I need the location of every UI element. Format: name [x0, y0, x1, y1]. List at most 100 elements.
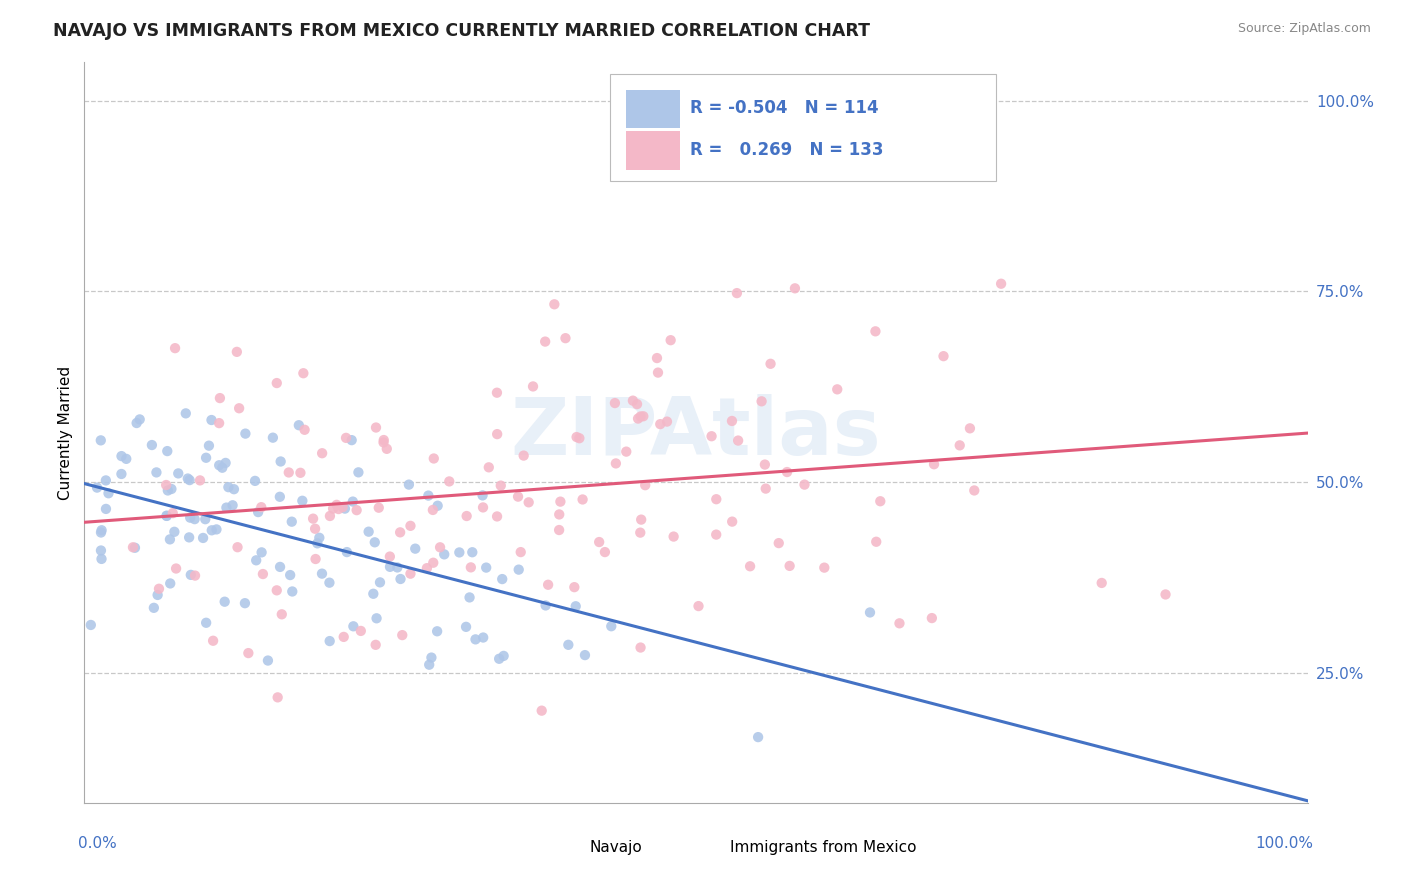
- Point: [389, 525, 412, 540]
- Point: [167, 467, 190, 481]
- Point: [568, 431, 591, 445]
- Point: [626, 397, 648, 411]
- Point: [605, 457, 627, 471]
- Point: [543, 297, 565, 311]
- Point: [159, 576, 181, 591]
- Point: [250, 545, 273, 559]
- Point: [472, 631, 495, 645]
- Point: [235, 426, 257, 441]
- Point: [793, 477, 815, 491]
- Point: [208, 391, 231, 405]
- Point: [346, 503, 368, 517]
- Point: [1154, 587, 1177, 601]
- Point: [238, 646, 260, 660]
- Point: [921, 611, 943, 625]
- Point: [489, 478, 512, 492]
- Point: [471, 488, 494, 502]
- Point: [142, 600, 165, 615]
- Point: [439, 475, 461, 489]
- Point: [418, 489, 440, 503]
- Point: [423, 451, 446, 466]
- Point: [155, 508, 177, 523]
- Point: [214, 595, 236, 609]
- Text: Source: ZipAtlas.com: Source: ZipAtlas.com: [1237, 22, 1371, 36]
- Point: [122, 541, 145, 555]
- Point: [195, 615, 218, 630]
- Text: Immigrants from Mexico: Immigrants from Mexico: [730, 840, 917, 855]
- Point: [627, 411, 650, 425]
- Point: [110, 467, 132, 481]
- Point: [183, 512, 205, 526]
- Point: [378, 559, 401, 574]
- Point: [146, 588, 169, 602]
- Point: [990, 277, 1012, 291]
- Point: [159, 533, 181, 547]
- Point: [165, 341, 187, 355]
- Point: [647, 366, 669, 380]
- Point: [404, 541, 426, 556]
- Point: [865, 324, 887, 338]
- Point: [378, 549, 401, 564]
- Point: [156, 444, 179, 458]
- Point: [288, 418, 311, 433]
- Point: [779, 558, 801, 573]
- Point: [478, 460, 501, 475]
- Point: [191, 531, 214, 545]
- Point: [311, 566, 333, 581]
- Point: [433, 547, 456, 561]
- Point: [630, 513, 652, 527]
- Point: [294, 423, 316, 437]
- Point: [333, 501, 356, 516]
- Point: [90, 525, 112, 540]
- Point: [548, 523, 571, 537]
- Point: [322, 501, 344, 516]
- FancyBboxPatch shape: [626, 90, 681, 128]
- Point: [727, 434, 749, 448]
- Point: [721, 515, 744, 529]
- Point: [90, 543, 112, 558]
- Point: [565, 430, 588, 444]
- Point: [426, 499, 449, 513]
- Point: [342, 494, 364, 508]
- Point: [211, 460, 233, 475]
- Point: [571, 492, 593, 507]
- Point: [90, 523, 112, 537]
- Point: [225, 344, 247, 359]
- Point: [399, 566, 422, 581]
- Point: [776, 465, 799, 479]
- Point: [662, 530, 685, 544]
- Point: [308, 531, 330, 545]
- Point: [454, 620, 477, 634]
- Point: [368, 575, 391, 590]
- Point: [725, 286, 748, 301]
- Point: [508, 563, 530, 577]
- Point: [179, 510, 201, 524]
- Point: [217, 480, 239, 494]
- Y-axis label: Currently Married: Currently Married: [58, 366, 73, 500]
- Point: [195, 450, 218, 465]
- Point: [228, 401, 250, 416]
- Point: [148, 582, 170, 596]
- Point: [548, 508, 571, 522]
- Point: [304, 522, 326, 536]
- Point: [460, 560, 482, 574]
- Point: [174, 406, 197, 420]
- Point: [512, 449, 534, 463]
- Point: [200, 413, 222, 427]
- Point: [633, 409, 655, 424]
- Point: [156, 483, 179, 498]
- Point: [399, 518, 422, 533]
- Point: [530, 704, 553, 718]
- Point: [162, 506, 184, 520]
- Point: [90, 434, 112, 448]
- Point: [325, 498, 347, 512]
- Point: [110, 449, 132, 463]
- Point: [311, 446, 333, 460]
- Point: [363, 587, 385, 601]
- Point: [486, 427, 509, 442]
- Point: [262, 431, 284, 445]
- Point: [704, 527, 727, 541]
- Point: [754, 458, 776, 472]
- Point: [290, 466, 312, 480]
- Point: [456, 509, 478, 524]
